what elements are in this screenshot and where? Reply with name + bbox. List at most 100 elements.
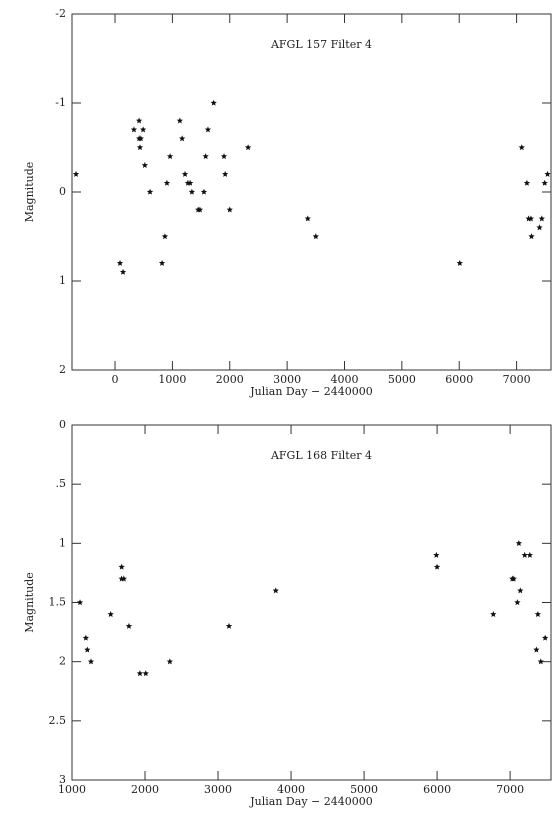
x-axis-label: Julian Day − 2440000: [249, 795, 372, 808]
point: [518, 144, 525, 151]
plot-frame: [71, 424, 552, 781]
y-axis-label: Magnitude: [23, 162, 36, 223]
point: [533, 646, 540, 653]
point: [125, 622, 133, 629]
point: [141, 162, 148, 168]
point: [517, 587, 524, 594]
x-tick-label: 1000: [58, 783, 86, 796]
point: [304, 215, 311, 222]
y-tick-label: 1: [59, 274, 66, 287]
point: [166, 658, 173, 665]
point: [204, 126, 212, 133]
x-tick-label: 3000: [273, 373, 301, 386]
y-tick-label: 0: [59, 185, 66, 198]
x-tick-label: 6000: [423, 783, 451, 796]
y-tick-label: -1: [55, 96, 66, 109]
chart-title: AFGL 157 Filter 4: [270, 38, 372, 51]
y-tick-label: 2: [59, 655, 66, 668]
point: [163, 179, 171, 186]
point: [118, 563, 125, 570]
point: [244, 144, 252, 151]
point: [130, 126, 138, 133]
point: [521, 551, 528, 558]
x-tick-label: 5000: [350, 783, 378, 796]
point: [161, 233, 169, 240]
point: [146, 188, 154, 195]
point: [87, 658, 95, 665]
x-tick-label: 7000: [503, 373, 531, 386]
point: [537, 658, 544, 665]
point: [196, 206, 204, 213]
point: [181, 170, 189, 177]
point: [456, 259, 463, 266]
point: [176, 117, 183, 124]
point: [187, 179, 194, 186]
point: [510, 575, 517, 582]
x-tick-label: 4000: [277, 783, 305, 796]
point: [136, 144, 144, 151]
point: [200, 188, 208, 195]
point: [135, 117, 143, 124]
y-tick-label: 1: [59, 536, 66, 549]
y-tick-label: 2.5: [49, 714, 67, 727]
point: [433, 551, 440, 558]
point: [542, 634, 549, 641]
point: [137, 135, 144, 142]
y-tick-label: .5: [56, 477, 67, 490]
point: [526, 551, 533, 558]
point: [142, 670, 149, 677]
point: [514, 599, 521, 606]
point: [116, 259, 124, 266]
point: [72, 170, 80, 177]
point: [312, 233, 319, 240]
y-tick-label: -2: [55, 7, 66, 20]
y-tick-label: 2: [59, 363, 66, 376]
point: [119, 268, 127, 275]
y-tick-label: 3: [59, 773, 66, 786]
point: [433, 563, 441, 570]
point: [225, 622, 233, 629]
point: [272, 587, 279, 594]
x-tick-label: 4000: [330, 373, 358, 386]
point: [226, 206, 233, 213]
point: [536, 224, 543, 231]
point: [544, 170, 551, 177]
x-tick-label: 6000: [445, 373, 473, 386]
x-axis-label: Julian Day − 2440000: [249, 385, 372, 398]
point: [158, 259, 166, 266]
point: [166, 153, 174, 160]
x-tick-label: 2000: [216, 373, 244, 386]
x-tick-label: 5000: [388, 373, 416, 386]
plot-frame: [71, 13, 552, 371]
point: [523, 179, 531, 186]
point: [76, 599, 84, 606]
x-tick-label: 0: [112, 373, 119, 386]
x-tick-label: 2000: [131, 783, 159, 796]
x-tick-label: 7000: [496, 783, 524, 796]
point: [188, 188, 196, 195]
y-tick-label: 1.5: [49, 596, 67, 609]
point: [527, 215, 535, 222]
point: [541, 179, 548, 186]
x-tick-label: 1000: [158, 373, 186, 386]
point: [120, 575, 127, 582]
point: [82, 634, 90, 641]
point: [220, 153, 228, 160]
point: [210, 99, 217, 106]
point: [179, 135, 186, 142]
point: [136, 670, 144, 677]
point: [139, 126, 147, 133]
point: [515, 540, 523, 546]
point: [538, 215, 545, 222]
point: [202, 153, 209, 160]
point: [107, 611, 114, 617]
point: [528, 233, 535, 240]
y-tick-label: 0: [59, 418, 66, 431]
y-axis-label: Magnitude: [23, 572, 36, 633]
x-tick-label: 3000: [204, 783, 232, 796]
point: [534, 611, 541, 617]
point: [222, 170, 229, 177]
point: [84, 646, 91, 653]
chart-title: AFGL 168 Filter 4: [270, 449, 372, 462]
